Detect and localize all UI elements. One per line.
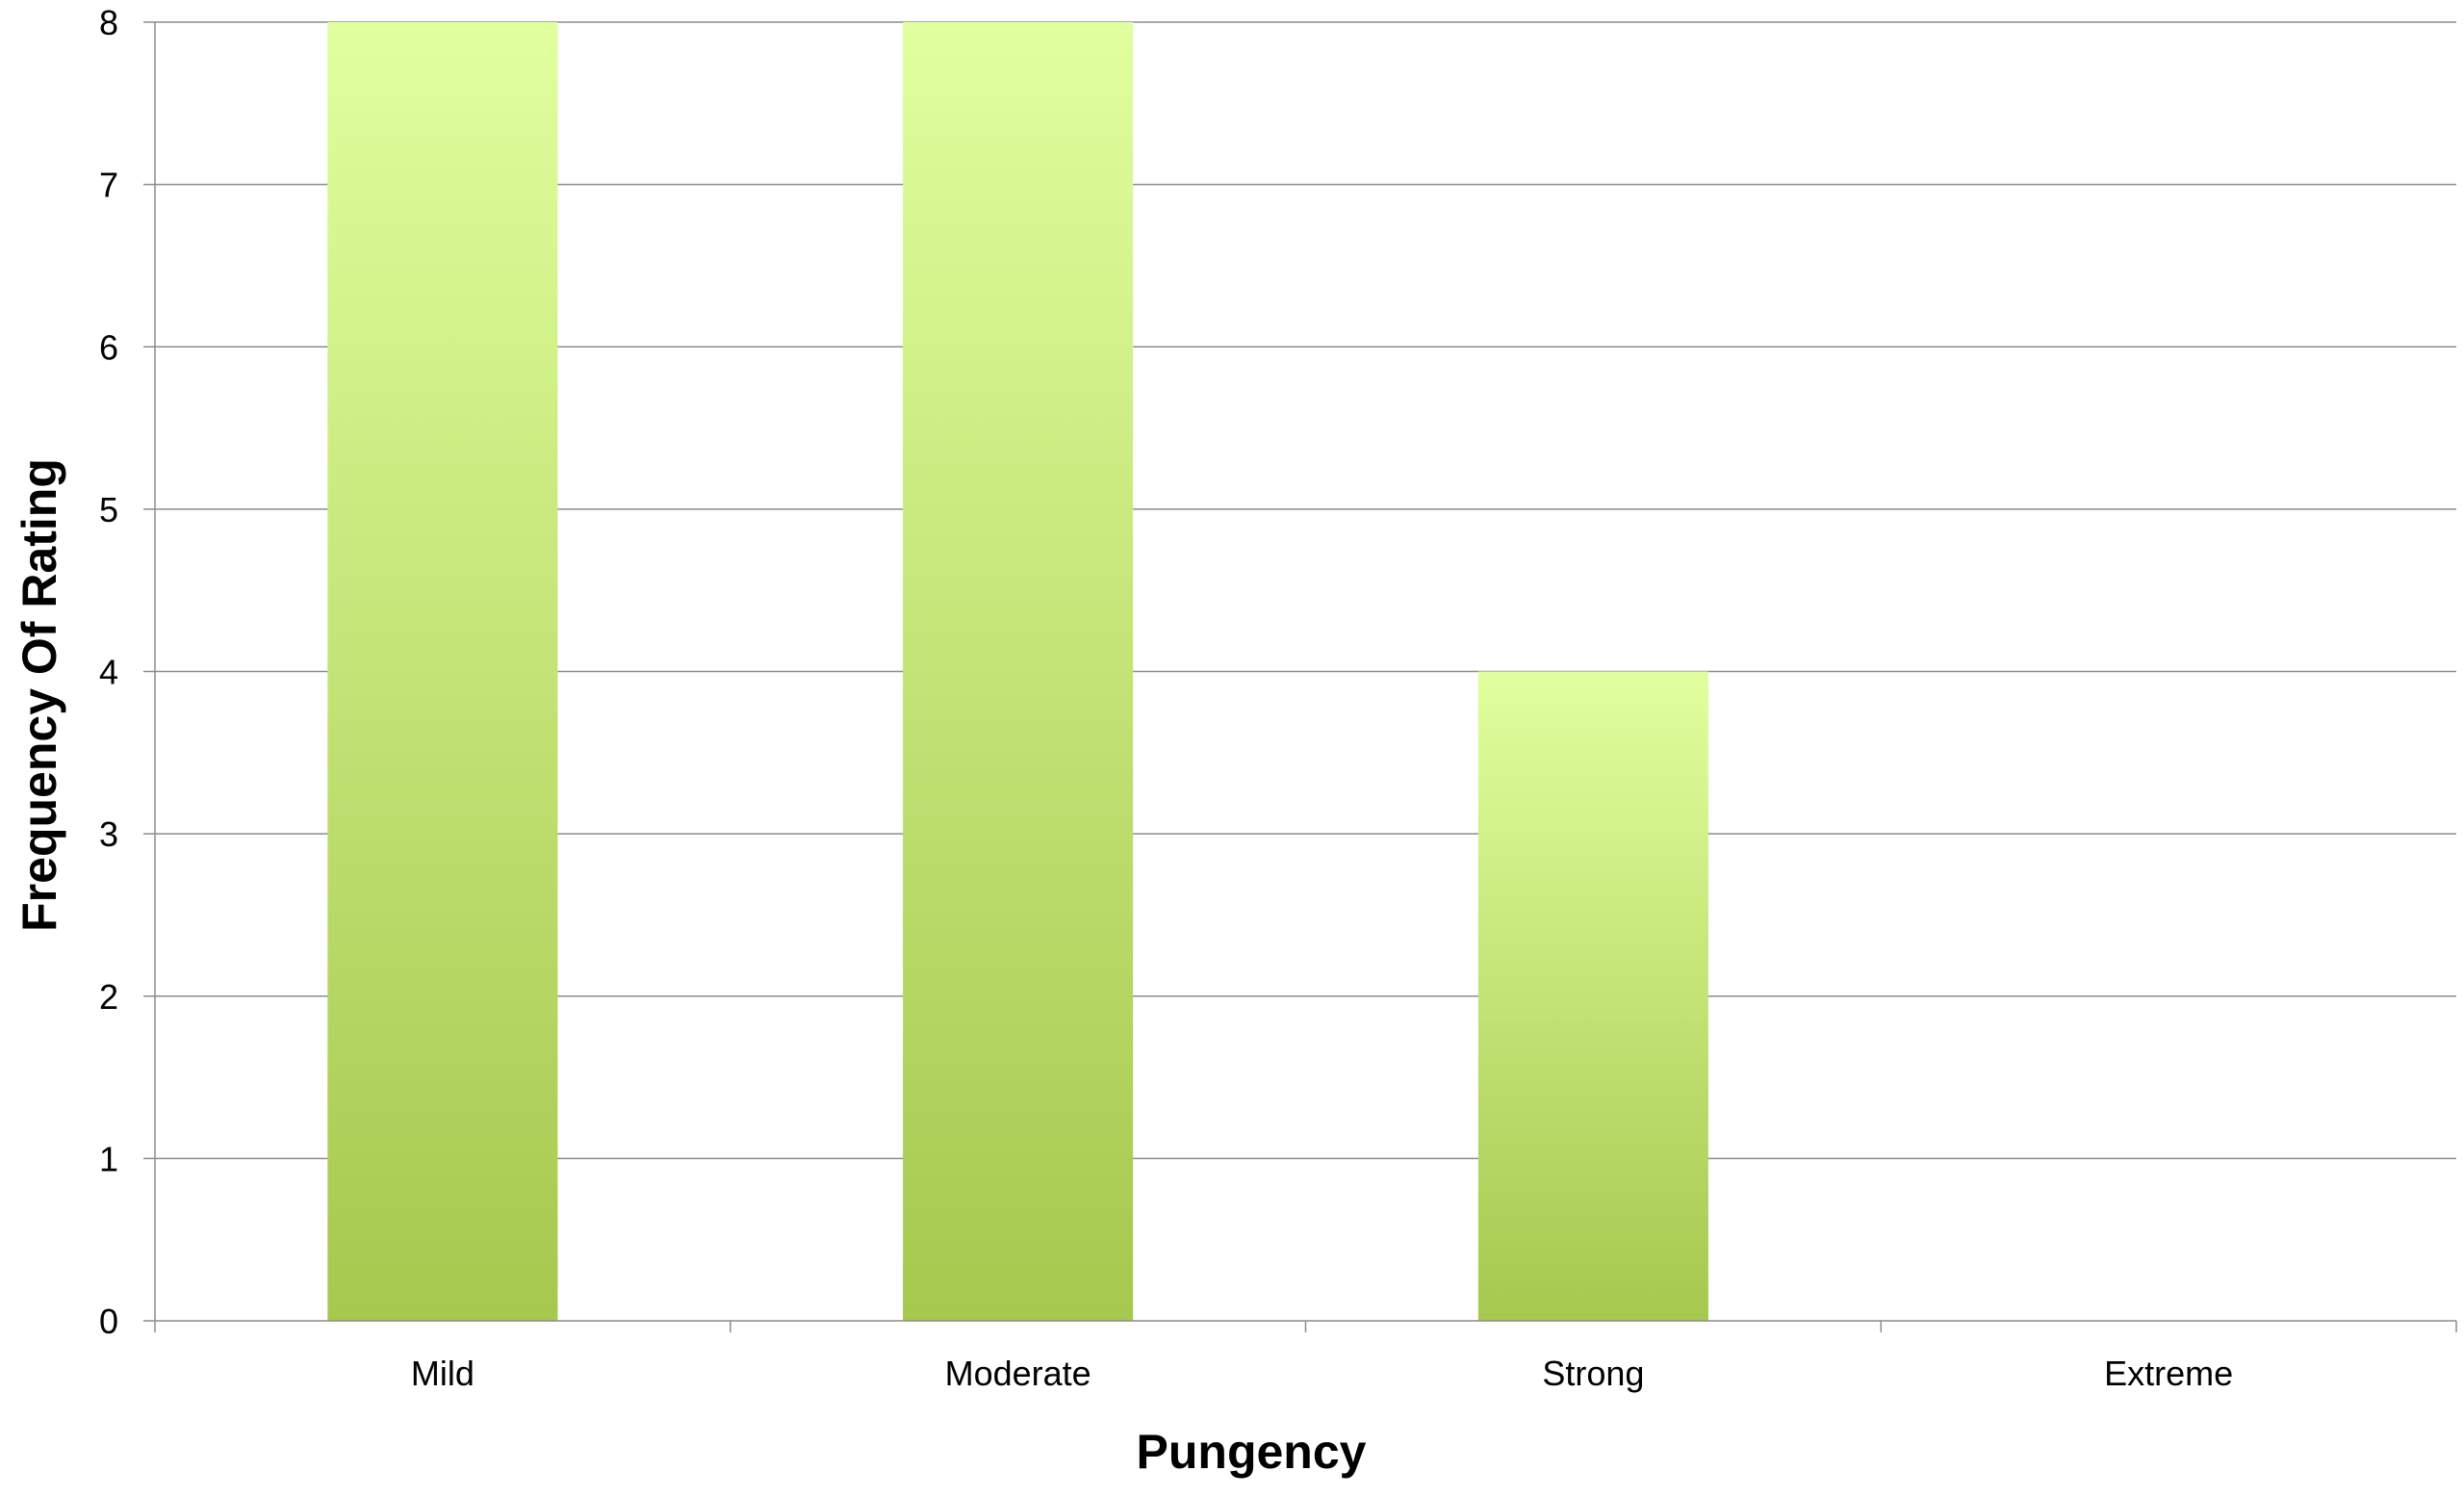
y-tick-label: 1 (99, 1139, 118, 1178)
x-tick-label: Strong (1542, 1354, 1644, 1393)
x-tick-label: Mild (411, 1354, 475, 1393)
y-tick-label: 0 (99, 1302, 118, 1341)
y-tick-label: 4 (99, 653, 118, 692)
y-tick-label: 2 (99, 977, 118, 1017)
x-tick-label: Moderate (945, 1354, 1091, 1393)
y-tick-label: 8 (99, 3, 118, 42)
bar-moderate (903, 22, 1134, 1321)
x-tick-label: Extreme (2104, 1354, 2233, 1393)
bar-strong (1477, 671, 1708, 1321)
axes (143, 21, 2457, 1332)
x-axis-title: Pungency (1137, 1425, 1367, 1479)
y-tick-label: 5 (99, 490, 118, 529)
tick-labels: 0 1 2 3 4 5 6 7 8 Mild Moderate Strong Extreme (99, 3, 2233, 1393)
y-tick-label: 6 (99, 327, 118, 367)
y-axis-title: Frequency Of Rating (13, 458, 66, 932)
y-tick-label: 7 (99, 166, 118, 205)
bars (327, 22, 1708, 1321)
y-tick-label: 3 (99, 814, 118, 854)
bar-mild (327, 22, 558, 1321)
